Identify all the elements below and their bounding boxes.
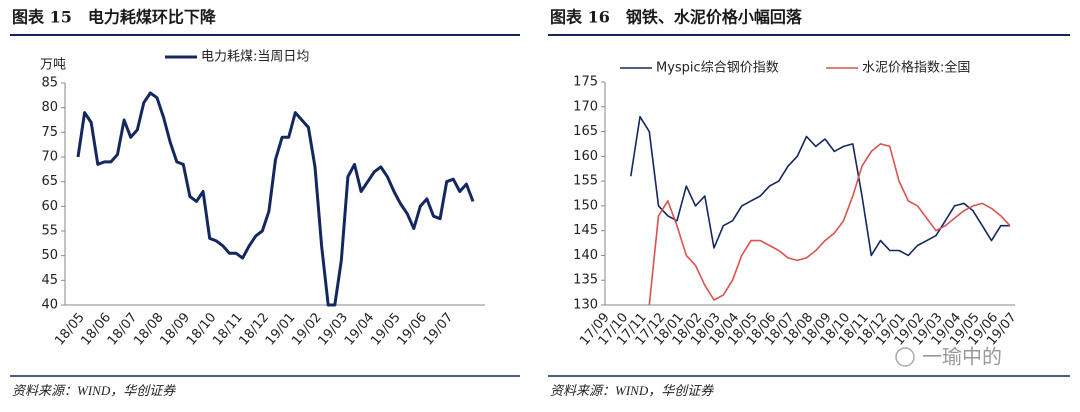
source: 资料来源：WIND，华创证券 (550, 383, 714, 398)
y-tick-label: 170 (573, 99, 598, 114)
y-tick-label: 50 (41, 248, 58, 263)
source: 资料来源：WIND，华创证券 (12, 383, 176, 398)
y-tick-label: 155 (573, 174, 598, 189)
y-tick-label: 75 (41, 125, 58, 140)
watermark: 一瑜中的 (895, 345, 1002, 369)
y-tick-label: 145 (573, 223, 598, 238)
y-tick-label: 150 (573, 198, 598, 213)
y-tick-label: 130 (573, 298, 598, 313)
legend-label: 水泥价格指数:全国 (862, 60, 970, 76)
watermark-text: 一瑜中的 (922, 345, 1002, 369)
chart-title: 图表 15 电力耗煤环比下降 (12, 8, 217, 27)
y-tick-label: 140 (573, 248, 598, 263)
legend-label: Myspic综合钢价指数 (656, 61, 779, 76)
y-axis-label: 万吨 (40, 58, 66, 73)
legend-label: 电力耗煤:当周日均 (201, 50, 309, 65)
x-tick-label: 19/07 (421, 310, 457, 348)
y-tick-label: 80 (41, 100, 58, 115)
y-tick-label: 165 (573, 124, 598, 139)
y-tick-label: 85 (41, 76, 58, 91)
series-line (630, 115, 1010, 257)
y-tick-label: 40 (41, 298, 58, 313)
watermark-icon (895, 347, 915, 367)
y-tick-label: 160 (573, 149, 598, 164)
y-tick-label: 175 (573, 75, 598, 90)
y-tick-label: 55 (41, 224, 58, 239)
series-line (648, 143, 1011, 306)
y-tick-label: 135 (573, 273, 598, 288)
series-line (76, 91, 475, 307)
y-tick-label: 70 (41, 150, 58, 165)
y-tick-label: 60 (41, 199, 58, 214)
chart-title: 图表 16 钢铁、水泥价格小幅回落 (550, 8, 803, 27)
y-tick-label: 65 (41, 174, 58, 189)
y-tick-label: 45 (41, 273, 58, 288)
